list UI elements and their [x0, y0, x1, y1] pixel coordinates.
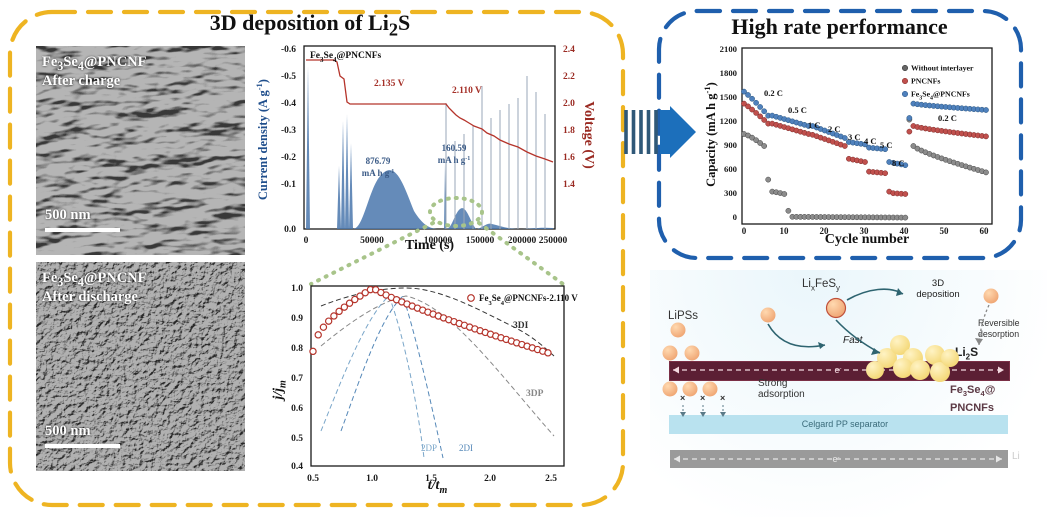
svg-text:3DI: 3DI — [513, 321, 529, 331]
svg-text:1.0: 1.0 — [291, 284, 303, 294]
svg-text:2DI: 2DI — [459, 443, 473, 453]
svg-text:0.8: 0.8 — [291, 344, 303, 354]
svg-text:0.9: 0.9 — [291, 314, 303, 324]
svg-text:0.7: 0.7 — [291, 374, 303, 384]
svg-text:0.5: 0.5 — [291, 434, 303, 444]
svg-text:2DP: 2DP — [421, 443, 437, 453]
svg-text:0.4: 0.4 — [291, 462, 303, 472]
svg-text:3DP: 3DP — [526, 389, 544, 399]
svg-text:0.6: 0.6 — [291, 404, 303, 414]
